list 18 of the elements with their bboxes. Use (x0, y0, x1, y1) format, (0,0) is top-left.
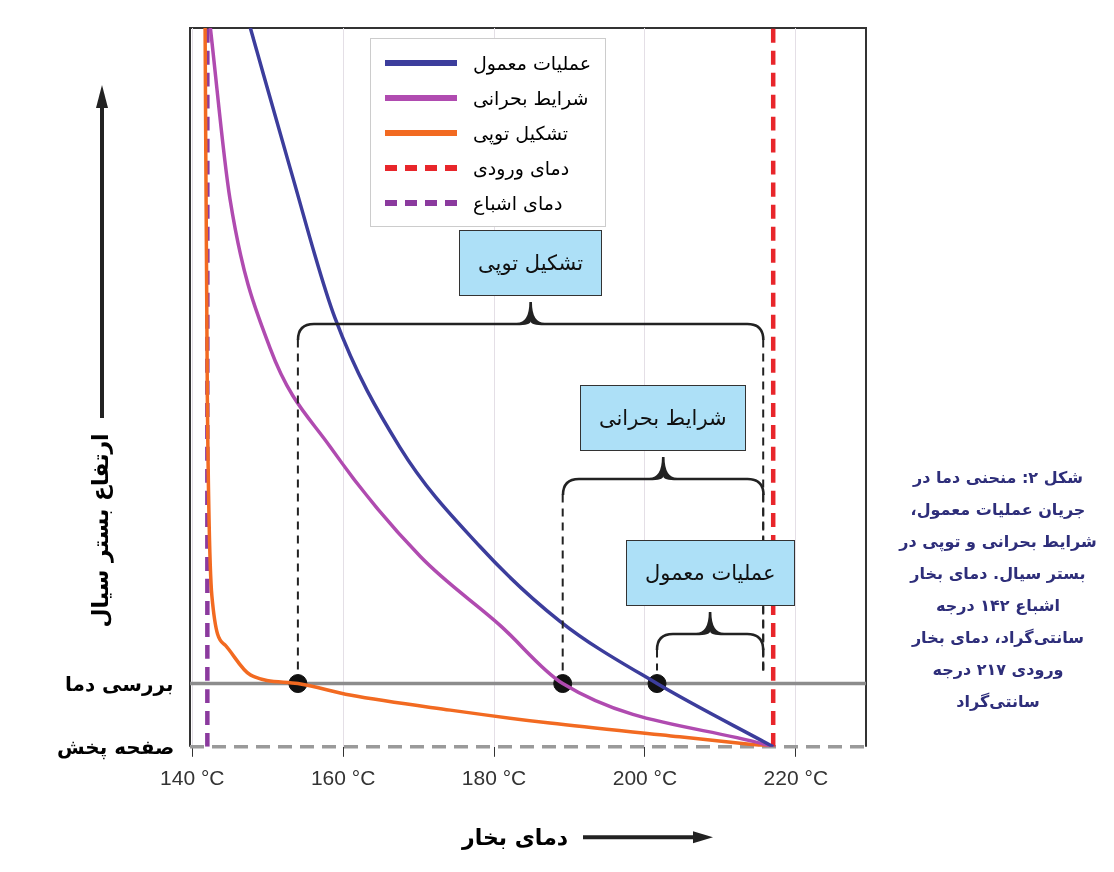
legend-label: عملیات معمول (473, 51, 592, 74)
legend-label: دمای اشباع (473, 191, 563, 214)
annotation: شرایط بحرانی (579, 384, 746, 451)
x-tick-label: 200 °C (612, 766, 678, 790)
annotation: عملیات معمول (626, 539, 795, 606)
legend-label: شرایط بحرانی (473, 86, 589, 109)
legend-label: دمای ورودی (473, 156, 570, 179)
y-axis-title: ارتفاع بستر سیال (87, 432, 113, 628)
x-tick-label: 180 °C (461, 766, 527, 790)
legend-label: تشکیل توپی (473, 121, 569, 144)
x-axis-title: دمای بخار (462, 824, 569, 850)
text: شکل ۲: منحنی دما در جریان عملیات معمول، شرایط بحرانی و توپی در بستر سیال. دمای بخار اشباع ۱۴۲ درجه سانتی‌گراد، دمای بخار ورودی ۲۱۷ درجه سانتی‌گراد (897, 467, 1098, 713)
ref-line-label: بررسی دما (65, 671, 174, 696)
x-tick-label: 160 °C (310, 766, 376, 790)
x-tick-label: 140 °C (160, 766, 225, 790)
ref-line-label: صفحه پخش (57, 734, 175, 759)
x-tick-label: 220 °C (763, 766, 829, 790)
annotation: تشکیل توپی (459, 229, 603, 296)
